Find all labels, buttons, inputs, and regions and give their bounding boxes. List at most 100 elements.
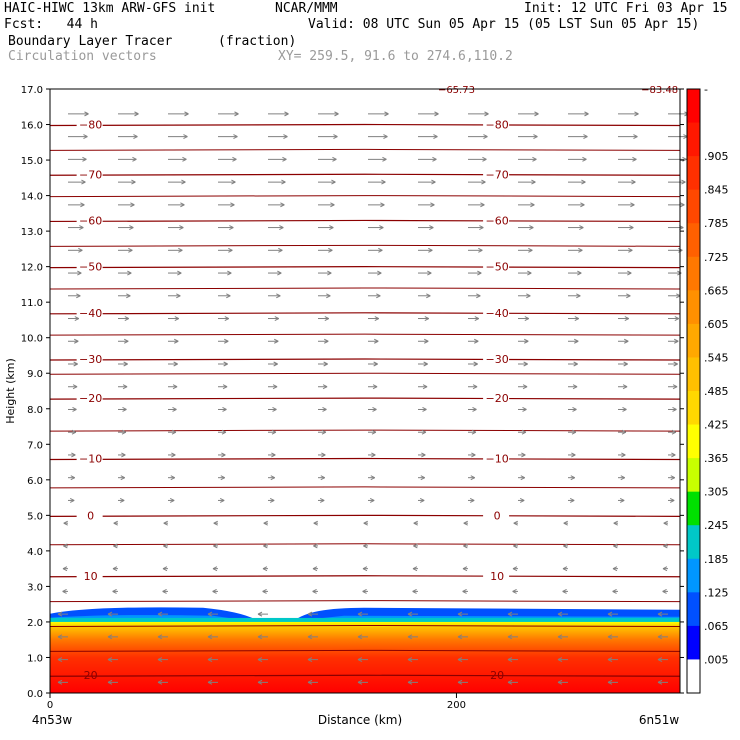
- vector-head: [430, 202, 435, 208]
- colorbar-label: .665: [704, 284, 729, 297]
- vector-head: [607, 679, 613, 685]
- vector-head: [62, 588, 67, 594]
- vector-head: [333, 134, 338, 140]
- colorbar-label: .785: [704, 217, 729, 230]
- vector-head: [163, 520, 168, 526]
- plot-frame: [49, 88, 681, 694]
- vector-head: [407, 634, 413, 640]
- vector-head: [671, 452, 676, 458]
- x-right-endpoint: 6n51w: [639, 713, 680, 727]
- colorbar-swatch: [687, 290, 700, 325]
- vector-head: [227, 270, 232, 276]
- vector-head: [122, 384, 128, 390]
- vector-head: [122, 407, 127, 412]
- vector-head: [121, 429, 127, 435]
- top-contour-label: −83.48: [641, 85, 678, 96]
- vector-head: [226, 293, 231, 299]
- vector-head: [126, 293, 131, 299]
- vector-head: [322, 407, 327, 412]
- vector-head: [176, 293, 181, 299]
- vector-head: [428, 247, 433, 253]
- contour-line: [49, 333, 681, 336]
- vector-head: [321, 452, 326, 458]
- vector-head: [657, 611, 663, 617]
- vector-head: [157, 634, 163, 640]
- vector-head: [172, 384, 178, 390]
- vector-head: [424, 316, 430, 321]
- colorbar-label: .485: [704, 385, 729, 398]
- vector-head: [331, 179, 336, 185]
- vector-head: [429, 225, 434, 231]
- vector-head: [469, 497, 475, 503]
- vector-head: [673, 361, 678, 367]
- colorbar-label: .605: [704, 318, 729, 331]
- vector-head: [282, 156, 287, 162]
- vector-head: [79, 225, 84, 231]
- vector-head: [513, 543, 518, 549]
- contour-label: −30: [485, 353, 508, 366]
- vector-head: [174, 338, 179, 344]
- vector-head: [371, 452, 376, 458]
- vector-head: [473, 361, 478, 367]
- vector-head: [221, 429, 227, 435]
- labeled-contour: [49, 575, 681, 578]
- colorbar-swatch: [687, 357, 700, 392]
- tracer-fill: [50, 607, 680, 693]
- vector-head: [457, 679, 463, 685]
- vector-head: [324, 338, 329, 344]
- vector-head: [472, 384, 478, 390]
- vector-head: [620, 475, 625, 481]
- vector-head: [477, 270, 482, 276]
- vector-head: [379, 225, 384, 231]
- colorbar-swatch: [687, 256, 700, 291]
- vector-head: [230, 202, 235, 208]
- y-tick-label: 11.0: [21, 298, 43, 309]
- vector-head: [680, 202, 685, 208]
- model-title: HAIC-HIWC 13km ARW-GFS init: [4, 1, 216, 16]
- vector-head: [262, 588, 267, 594]
- vector-head: [119, 497, 125, 503]
- vector-head: [224, 338, 229, 344]
- vector-head: [577, 270, 582, 276]
- vector-head: [484, 111, 489, 117]
- vector-head: [377, 270, 382, 276]
- vector-head: [257, 679, 263, 685]
- contour-label-bg: [76, 509, 103, 522]
- vector-head: [574, 338, 579, 344]
- vector-head: [480, 202, 485, 208]
- vector-head: [557, 679, 563, 685]
- vector-head: [84, 111, 89, 117]
- contour-line: [49, 372, 681, 375]
- vector-head: [533, 134, 538, 140]
- vector-head: [372, 384, 378, 390]
- vector-head: [272, 407, 277, 412]
- vector-head: [570, 475, 575, 481]
- vector-head: [580, 202, 585, 208]
- vector-head: [78, 247, 83, 253]
- vector-head: [432, 156, 437, 162]
- colorbar-label: .305: [704, 486, 729, 499]
- contour-label: −20: [485, 392, 508, 405]
- valid-time: Valid: 08 UTC Sun 05 Apr 15 (05 LST Sun …: [308, 17, 700, 32]
- vector-head: [476, 293, 481, 299]
- contour-label-bg: [76, 260, 103, 273]
- contour-line: [49, 624, 681, 627]
- vector-head: [212, 566, 218, 572]
- colorbar-swatch: [687, 223, 700, 258]
- x-left-endpoint: 4n53w: [32, 713, 73, 727]
- vector-head: [357, 679, 363, 685]
- colorbar-swatch: [687, 625, 700, 660]
- vector-head: [374, 338, 379, 344]
- vector-head: [532, 156, 537, 162]
- colorbar-swatch: [687, 424, 700, 459]
- contour-label-bg: [76, 392, 103, 405]
- vector-head: [422, 384, 428, 390]
- vector-head: [407, 657, 413, 663]
- vector-head: [522, 384, 528, 390]
- contour-line: [49, 429, 681, 432]
- y-tick-label: 9.0: [27, 369, 43, 380]
- vector-head: [72, 384, 78, 390]
- contour-label-bg: [76, 353, 103, 366]
- vector-head: [380, 202, 385, 208]
- vector-head: [572, 407, 577, 412]
